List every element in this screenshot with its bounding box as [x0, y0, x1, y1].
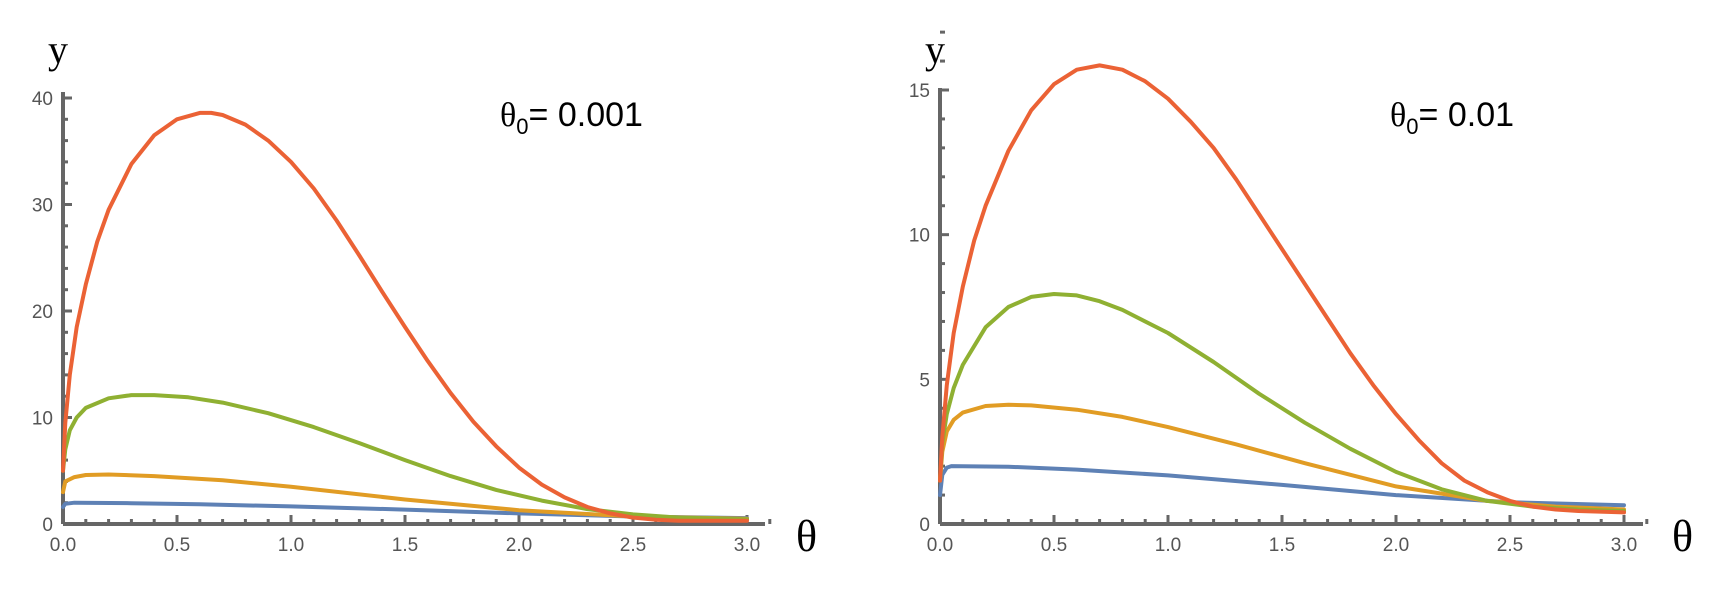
right-series-1-line: [938, 464, 1626, 508]
right-x-axis-label: θ: [1672, 512, 1693, 561]
right-annotation-value: = 0.01: [1419, 96, 1514, 134]
right-y-axis-label: y: [925, 27, 945, 72]
right-y-tick-label: 15: [909, 81, 930, 102]
left-y-tick-label: 30: [32, 196, 53, 217]
right-annotation-symbol: θ: [1390, 97, 1406, 134]
left-y-tick-label: 0: [42, 515, 53, 536]
right-y-tick-label: 5: [919, 370, 930, 391]
left-series-2-line: [61, 472, 749, 521]
left-annotation-symbol: θ: [500, 97, 516, 134]
left-x-tick-label: 2.0: [506, 535, 532, 556]
left-x-tick-label: 2.5: [620, 535, 646, 556]
left-annotation: θ0= 0.001: [500, 96, 643, 139]
right-chart-plot: 0.0 0.5 1.0 1.5 2.0 2.5 3.0 0 5 10 15: [909, 30, 1649, 556]
right-x-tick-label: 2.0: [1383, 535, 1409, 556]
right-x-tick-label: 3.0: [1611, 535, 1637, 556]
left-x-tick-label: 0.5: [164, 535, 190, 556]
right-annotation: θ0= 0.01: [1390, 96, 1514, 139]
left-x-tick-label: 3.0: [734, 535, 760, 556]
left-y-tick-label: 40: [32, 89, 53, 110]
right-y-tick-label: 0: [919, 515, 930, 536]
left-series-4-line: [61, 110, 749, 523]
right-x-tick-label: 0.0: [927, 535, 953, 556]
left-chart-plot: 0.0 0.5 1.0 1.5 2.0 2.5 3.0 0 10 20 30 40: [32, 89, 772, 556]
right-y-tick-label: 10: [909, 226, 930, 247]
right-series-2-line: [938, 402, 1626, 512]
right-chart-panel: y θ θ0= 0.01: [925, 27, 1693, 561]
right-x-tick-label: 1.5: [1269, 535, 1295, 556]
left-annotation-subscript: 0: [516, 114, 528, 139]
left-y-tick-label: 10: [32, 409, 53, 430]
left-annotation-value: = 0.001: [529, 96, 643, 134]
right-x-tick-label: 2.5: [1497, 535, 1523, 556]
left-chart-panel: y θ θ0= 0.001: [48, 27, 817, 561]
left-y-axis-label: y: [48, 27, 68, 72]
right-series-3-line: [938, 292, 1626, 513]
right-annotation-subscript: 0: [1406, 114, 1418, 139]
left-y-tick-label: 20: [32, 302, 53, 323]
left-series-3-line: [61, 393, 749, 522]
right-x-tick-label: 0.5: [1041, 535, 1067, 556]
right-x-tick-label: 1.0: [1155, 535, 1181, 556]
right-series-4-line: [938, 63, 1626, 515]
left-x-tick-label: 1.5: [392, 535, 418, 556]
left-x-axis-label: θ: [796, 512, 817, 561]
left-x-tick-label: 0.0: [50, 535, 76, 556]
left-x-tick-label: 1.0: [278, 535, 304, 556]
